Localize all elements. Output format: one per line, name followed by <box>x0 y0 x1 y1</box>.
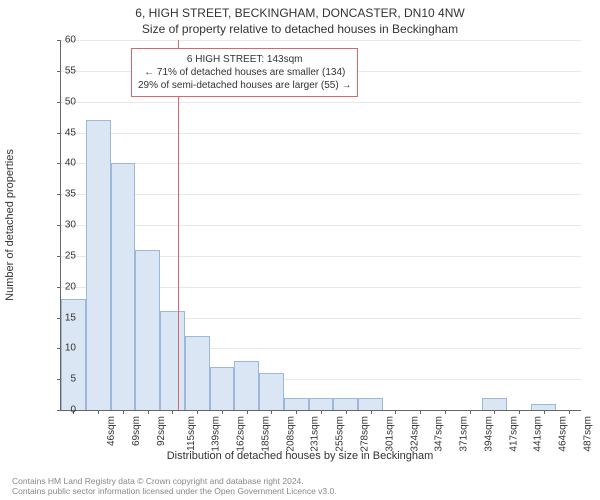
x-tick <box>296 410 297 414</box>
bar <box>111 163 136 410</box>
info-line-property: 6 HIGH STREET: 143sqm <box>138 53 351 66</box>
y-tick-label: 50 <box>46 96 76 107</box>
y-tick-label: 45 <box>46 127 76 138</box>
x-tick <box>494 410 495 414</box>
x-tick <box>470 410 471 414</box>
x-tick-label: 464sqm <box>558 416 569 452</box>
x-tick <box>197 410 198 414</box>
bar <box>234 361 259 410</box>
x-tick <box>98 410 99 414</box>
y-tick-label: 20 <box>46 281 76 292</box>
bar <box>482 398 507 410</box>
y-tick-label: 15 <box>46 312 76 323</box>
x-tick-label: 441sqm <box>533 416 544 452</box>
x-tick <box>148 410 149 414</box>
x-tick-label: 231sqm <box>310 416 321 452</box>
info-box: 6 HIGH STREET: 143sqm ← 71% of detached … <box>131 48 358 97</box>
bar <box>185 336 210 410</box>
gridline <box>61 163 581 164</box>
x-tick-label: 487sqm <box>582 416 593 452</box>
bar <box>160 311 185 410</box>
bar <box>259 373 284 410</box>
x-tick <box>544 410 545 414</box>
chart-title-address: 6, HIGH STREET, BECKINGHAM, DONCASTER, D… <box>0 6 600 20</box>
x-tick <box>445 410 446 414</box>
x-tick-label: 371sqm <box>459 416 470 452</box>
y-tick-label: 55 <box>46 65 76 76</box>
x-tick <box>172 410 173 414</box>
bar <box>284 398 309 410</box>
x-tick-label: 92sqm <box>156 416 167 446</box>
x-tick <box>395 410 396 414</box>
x-tick <box>346 410 347 414</box>
x-tick <box>222 410 223 414</box>
x-axis-label: Distribution of detached houses by size … <box>0 450 600 462</box>
footer-line2: Contains public sector information licen… <box>12 486 337 496</box>
x-tick-label: 139sqm <box>211 416 222 452</box>
x-tick <box>371 410 372 414</box>
x-tick <box>271 410 272 414</box>
x-tick-label: 185sqm <box>261 416 272 452</box>
y-axis-label: Number of detached properties <box>4 149 16 301</box>
x-tick-label: 69sqm <box>131 416 142 446</box>
y-tick-label: 10 <box>46 343 76 354</box>
x-tick <box>321 410 322 414</box>
x-tick-label: 162sqm <box>236 416 247 452</box>
info-line-larger: 29% of semi-detached houses are larger (… <box>138 79 351 92</box>
gridline <box>61 225 581 226</box>
y-tick-label: 0 <box>46 405 76 416</box>
chart-container: 6, HIGH STREET, BECKINGHAM, DONCASTER, D… <box>0 0 600 500</box>
chart-subtitle: Size of property relative to detached ho… <box>0 22 600 36</box>
x-tick-label: 417sqm <box>508 416 519 452</box>
footer-attribution: Contains HM Land Registry data © Crown c… <box>12 476 337 496</box>
footer-line1: Contains HM Land Registry data © Crown c… <box>12 476 337 486</box>
info-line-smaller: ← 71% of detached houses are smaller (13… <box>138 66 351 79</box>
bar <box>358 398 383 410</box>
bar <box>333 398 358 410</box>
bar <box>135 250 160 410</box>
y-tick-label: 60 <box>46 35 76 46</box>
y-tick-label: 30 <box>46 220 76 231</box>
x-tick <box>519 410 520 414</box>
bar <box>86 120 111 410</box>
x-tick <box>247 410 248 414</box>
bar <box>309 398 334 410</box>
x-tick-label: 324sqm <box>409 416 420 452</box>
x-tick <box>123 410 124 414</box>
x-tick-label: 394sqm <box>483 416 494 452</box>
gridline <box>61 40 581 41</box>
x-tick <box>569 410 570 414</box>
x-tick-label: 347sqm <box>434 416 445 452</box>
gridline <box>61 133 581 134</box>
gridline <box>61 194 581 195</box>
x-tick-label: 278sqm <box>360 416 371 452</box>
x-tick-label: 115sqm <box>186 416 197 451</box>
y-tick-label: 40 <box>46 158 76 169</box>
bar <box>210 367 235 410</box>
x-tick-label: 301sqm <box>384 416 395 452</box>
y-tick-label: 5 <box>46 374 76 385</box>
gridline <box>61 102 581 103</box>
x-tick-label: 255sqm <box>335 416 346 452</box>
y-tick-label: 25 <box>46 250 76 261</box>
x-tick-label: 208sqm <box>285 416 296 452</box>
plot-area: 6 HIGH STREET: 143sqm ← 71% of detached … <box>60 40 581 411</box>
x-tick <box>420 410 421 414</box>
y-tick-label: 35 <box>46 189 76 200</box>
x-tick-label: 46sqm <box>106 416 117 446</box>
